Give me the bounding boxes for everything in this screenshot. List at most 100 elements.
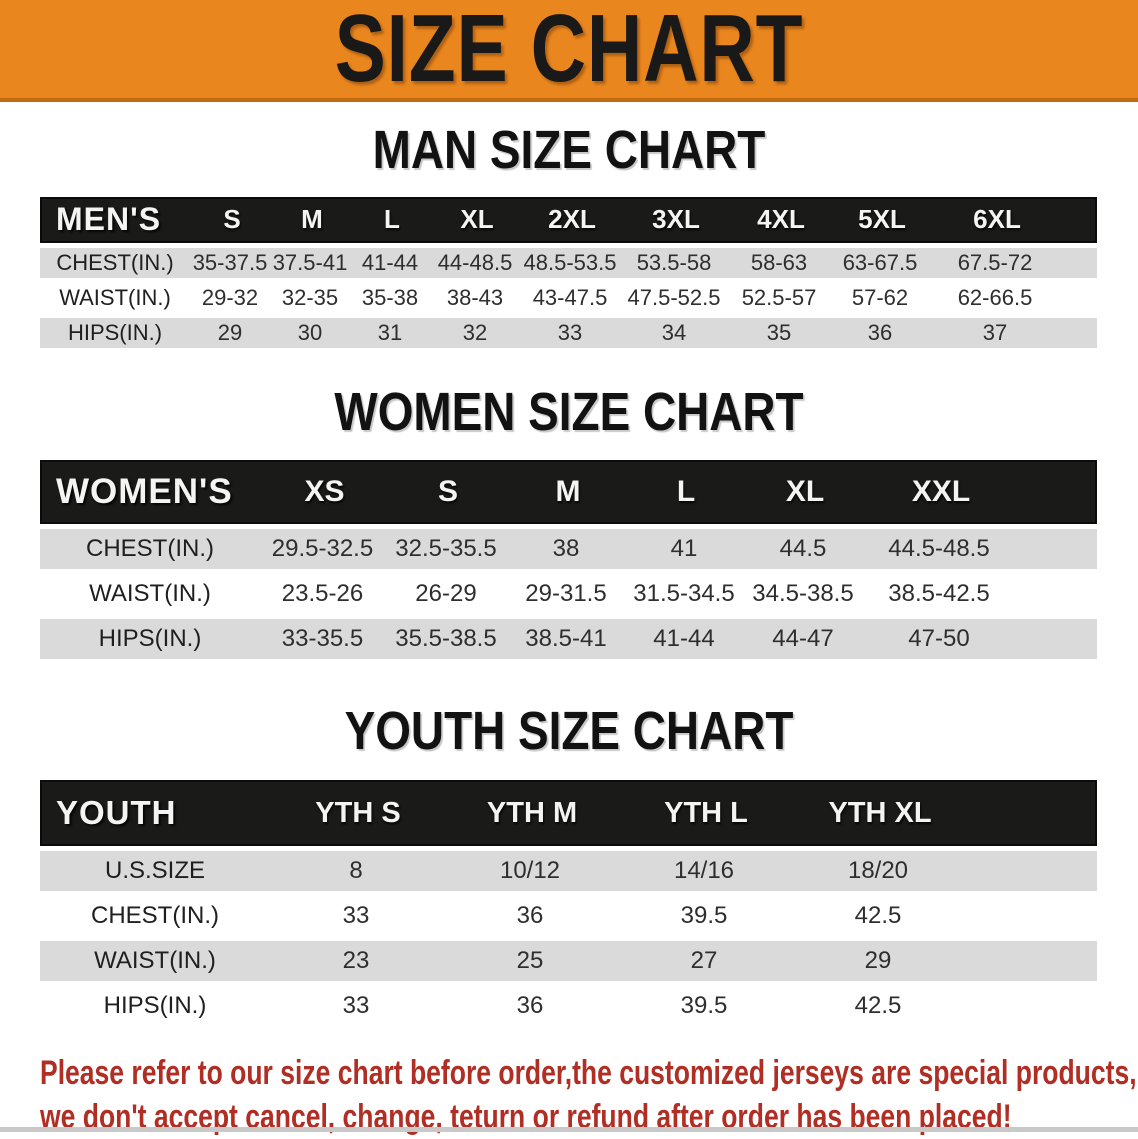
man_chart-size-header-6: 4XL [757, 204, 805, 235]
women_chart-value-2-1: 35.5-38.5 [395, 625, 497, 653]
man_chart-value-1-4: 43-47.5 [532, 284, 608, 310]
man_chart-row-1: WAIST(IN.) 29-32 32-35 35-38 38-43 43-47.5 47.… [40, 283, 1097, 313]
women_chart-value-1-5: 38.5-42.5 [888, 580, 990, 608]
youth_chart-row-label-2: WAIST(IN.) [94, 947, 216, 975]
women_chart-size-header-2: M [555, 475, 581, 509]
women_chart-size-header-1: S [437, 475, 458, 509]
youth_chart-value-1-0: 33 [342, 902, 370, 930]
women_chart-value-0-1: 32.5-35.5 [395, 535, 497, 563]
man_chart-value-1-3: 38-43 [446, 284, 504, 310]
man_chart-value-1-2: 35-38 [361, 284, 419, 310]
women_chart-row-label-1: WAIST(IN.) [89, 580, 211, 608]
women_chart-row-label-2: HIPS(IN.) [98, 625, 202, 653]
banner-title: SIZE CHART [334, 0, 804, 102]
man_chart-value-0-8: 67.5-72 [957, 249, 1033, 275]
man_chart-value-0-0: 35-37.5 [192, 249, 268, 275]
youth_chart-row-2: WAIST(IN.) 23 25 27 29 [40, 941, 1097, 982]
youth-size-table: YOUTH YTH S YTH M YTH L YTH XL U.S.SIZE 8 10/12… [40, 780, 1097, 1026]
youth_chart-corner-label: YOUTH [56, 794, 177, 832]
women_chart-value-2-0: 33-35.5 [281, 625, 364, 653]
man_chart-value-0-1: 37.5-41 [272, 249, 348, 275]
man_chart-value-2-1: 30 [297, 319, 323, 345]
man-size-table: MEN'S S M L XL 2XL 3XL 4XL 5XL 6XL CHEST(IN.) 35-37… [40, 196, 1097, 348]
youth_chart-row-0: U.S.SIZE 8 10/12 14/16 18/20 [40, 851, 1097, 892]
women_chart-header-row: WOMEN'S XS S M L XL XXL [40, 460, 1097, 525]
man-chart-heading-text: MAN SIZE CHART [372, 120, 766, 180]
youth_chart-value-2-2: 27 [690, 947, 718, 975]
youth_chart-value-3-2: 39.5 [680, 992, 728, 1020]
youth_chart-row-label-1: CHEST(IN.) [91, 902, 219, 930]
youth_chart-value-3-3: 42.5 [854, 992, 902, 1020]
women_chart-value-1-4: 34.5-38.5 [752, 580, 854, 608]
women_chart-value-0-2: 38 [552, 535, 580, 563]
women_chart-value-2-4: 44-47 [772, 625, 834, 653]
man_chart-value-2-8: 37 [982, 319, 1008, 345]
youth_chart-value-0-0: 8 [349, 857, 363, 885]
man_chart-value-1-7: 57-62 [851, 284, 909, 310]
women_chart-value-1-0: 23.5-26 [281, 580, 364, 608]
women_chart-size-header-4: XL [785, 475, 825, 509]
youth_chart-value-2-3: 29 [864, 947, 892, 975]
women_chart-size-header-3: L [676, 475, 696, 509]
man_chart-value-1-8: 62-66.5 [957, 284, 1033, 310]
women_chart-row-2: HIPS(IN.) 33-35.5 35.5-38.5 38.5-41 41-44 44-… [40, 619, 1097, 660]
women_chart-value-0-0: 29.5-32.5 [271, 535, 374, 563]
youth_chart-row-1: CHEST(IN.) 33 36 39.5 42.5 [40, 896, 1097, 936]
man_chart-value-1-6: 52.5-57 [741, 284, 817, 310]
disclaimer: Please refer to our size chart before or… [40, 1052, 1138, 1139]
disclaimer-line-2: we don't accept cancel, change, teturn o… [40, 1097, 1012, 1136]
women-size-table: WOMEN'S XS S M L XL XXL CHEST(IN.) 29.5-32.5 32.5… [40, 460, 1097, 660]
youth_chart-row-label-3: HIPS(IN.) [103, 992, 207, 1020]
man_chart-value-2-5: 34 [661, 319, 687, 345]
women_chart-size-header-5: XXL [911, 475, 971, 509]
youth_chart-value-1-3: 42.5 [854, 902, 902, 930]
women_chart-value-0-3: 41 [670, 535, 698, 563]
women_chart-value-0-5: 44.5-48.5 [888, 535, 990, 563]
women_chart-row-0: CHEST(IN.) 29.5-32.5 32.5-35.5 38 41 44.5 44.5… [40, 529, 1097, 570]
man_chart-value-0-6: 58-63 [750, 249, 808, 275]
man_chart-value-2-7: 36 [867, 319, 893, 345]
youth_chart-value-0-3: 18/20 [847, 857, 909, 885]
man_chart-size-header-0: S [223, 204, 241, 235]
women_chart-row-1: WAIST(IN.) 23.5-26 26-29 29-31.5 31.5-34.5 34… [40, 574, 1097, 614]
man_chart-corner-label: MEN'S [56, 201, 162, 238]
man_chart-value-0-2: 41-44 [361, 249, 419, 275]
man_chart-value-2-3: 32 [462, 319, 488, 345]
man_chart-value-0-3: 44-48.5 [437, 249, 513, 275]
man_chart-row-label-1: WAIST(IN.) [59, 284, 171, 310]
youth_chart-value-0-1: 10/12 [499, 857, 561, 885]
youth_chart-value-0-2: 14/16 [673, 857, 735, 885]
women-chart-heading-text: WOMEN SIZE CHART [334, 381, 804, 442]
man_chart-size-header-4: 2XL [548, 204, 596, 235]
youth_chart-size-header-2: YTH L [664, 796, 748, 829]
youth_chart-value-3-1: 36 [516, 992, 544, 1020]
banner: SIZE CHART [0, 0, 1138, 102]
youth_chart-row-label-0: U.S.SIZE [104, 857, 206, 885]
man_chart-value-2-4: 33 [557, 319, 583, 345]
women_chart-corner-label: WOMEN'S [56, 472, 233, 512]
man_chart-value-1-0: 29-32 [201, 284, 259, 310]
youth_chart-value-3-0: 33 [342, 992, 370, 1020]
youth_chart-value-1-1: 36 [516, 902, 544, 930]
youth_chart-size-header-1: YTH M [486, 796, 578, 829]
women_chart-value-2-3: 41-44 [653, 625, 715, 653]
man_chart-row-label-2: HIPS(IN.) [67, 319, 163, 345]
youth_chart-row-3: HIPS(IN.) 33 36 39.5 42.5 [40, 986, 1097, 1026]
man_chart-value-2-2: 31 [377, 319, 403, 345]
man_chart-value-1-5: 47.5-52.5 [627, 284, 721, 310]
man_chart-size-header-2: L [384, 204, 400, 235]
youth_chart-value-1-2: 39.5 [680, 902, 728, 930]
man_chart-value-0-4: 48.5-53.5 [523, 249, 617, 275]
man_chart-row-label-0: CHEST(IN.) [56, 249, 174, 275]
man_chart-header-row: MEN'S S M L XL 2XL 3XL 4XL 5XL 6XL [40, 196, 1097, 243]
man_chart-size-header-1: M [301, 204, 323, 235]
women_chart-value-2-5: 47-50 [908, 625, 970, 653]
women-chart-heading: WOMEN SIZE CHART [0, 381, 1138, 442]
man-chart-heading: MAN SIZE CHART [0, 122, 1138, 179]
women_chart-value-2-2: 38.5-41 [525, 625, 607, 653]
man_chart-size-header-8: 6XL [973, 204, 1021, 235]
disclaimer-line-1: Please refer to our size chart before or… [40, 1054, 1137, 1093]
man_chart-row-0: CHEST(IN.) 35-37.5 37.5-41 41-44 44-48.5 48.5… [40, 247, 1097, 278]
youth-chart-heading-text: YOUTH SIZE CHART [344, 701, 794, 762]
